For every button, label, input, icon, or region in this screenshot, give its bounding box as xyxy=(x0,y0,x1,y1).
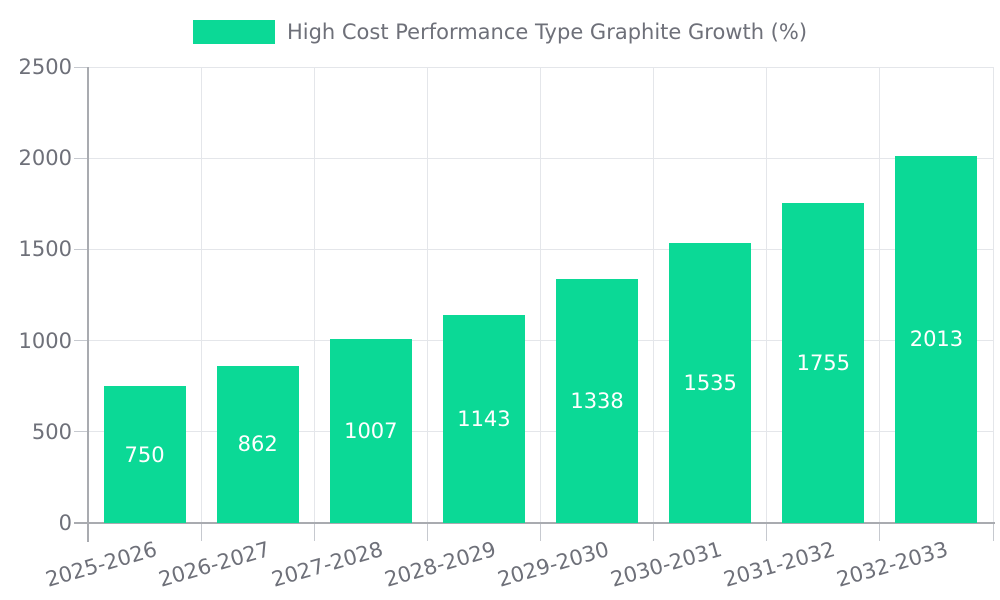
x-gridline xyxy=(426,67,428,523)
x-axis-tick xyxy=(879,523,881,541)
x-axis-line xyxy=(74,522,995,524)
x-gridline xyxy=(992,67,994,523)
y-tick-label: 500 xyxy=(31,419,72,444)
bar[interactable]: 1007 xyxy=(329,339,412,523)
legend[interactable]: High Cost Performance Type Graphite Grow… xyxy=(0,18,1000,46)
x-axis-tick xyxy=(766,523,768,541)
bar[interactable]: 2013 xyxy=(895,155,978,523)
bar[interactable]: 1338 xyxy=(556,278,639,523)
bar[interactable]: 750 xyxy=(103,386,186,523)
x-gridline xyxy=(879,67,881,523)
y-tick-label: 1000 xyxy=(18,328,72,353)
x-gridline xyxy=(313,67,315,523)
y-tick-label: 1500 xyxy=(18,237,72,262)
x-axis-tick xyxy=(540,523,541,541)
bar[interactable]: 1755 xyxy=(782,202,865,523)
bar-value-label: 1755 xyxy=(796,350,851,375)
x-gridline xyxy=(766,67,768,523)
bar-value-label: 2013 xyxy=(909,327,964,352)
legend-swatch xyxy=(192,20,275,44)
bar[interactable]: 862 xyxy=(216,365,299,523)
x-axis-tick xyxy=(313,523,315,541)
bar[interactable]: 1535 xyxy=(669,243,752,523)
x-axis-tick xyxy=(426,523,428,541)
bar-value-label: 1535 xyxy=(683,371,737,395)
y-tick-label: 2500 xyxy=(18,55,72,79)
x-gridline xyxy=(540,67,541,523)
bar-value-label: 1143 xyxy=(457,406,511,431)
y-axis-tick xyxy=(74,66,88,68)
x-gridline xyxy=(200,67,202,523)
y-axis-line xyxy=(87,67,89,542)
bar-value-label: 1007 xyxy=(344,419,398,444)
y-axis-tick xyxy=(74,340,88,342)
bar[interactable]: 1143 xyxy=(442,314,525,523)
bar-value-label: 862 xyxy=(237,432,278,457)
x-axis-tick xyxy=(653,523,655,541)
x-gridline xyxy=(653,67,655,523)
bar-value-label: 1338 xyxy=(570,388,624,413)
x-axis-tick xyxy=(200,523,202,541)
y-axis-tick xyxy=(74,248,88,250)
y-tick-label: 2000 xyxy=(18,146,72,171)
y-axis-tick xyxy=(74,431,88,433)
x-axis-tick xyxy=(992,523,994,541)
legend-label: High Cost Performance Type Graphite Grow… xyxy=(286,20,808,44)
bar-value-label: 750 xyxy=(124,442,165,467)
plot-area: 750 862 1007 1143 1338 1535 1755 2013 0 500 1000 1… xyxy=(19,55,995,592)
y-tick-label: 0 xyxy=(58,511,72,535)
y-axis-tick xyxy=(74,157,88,159)
